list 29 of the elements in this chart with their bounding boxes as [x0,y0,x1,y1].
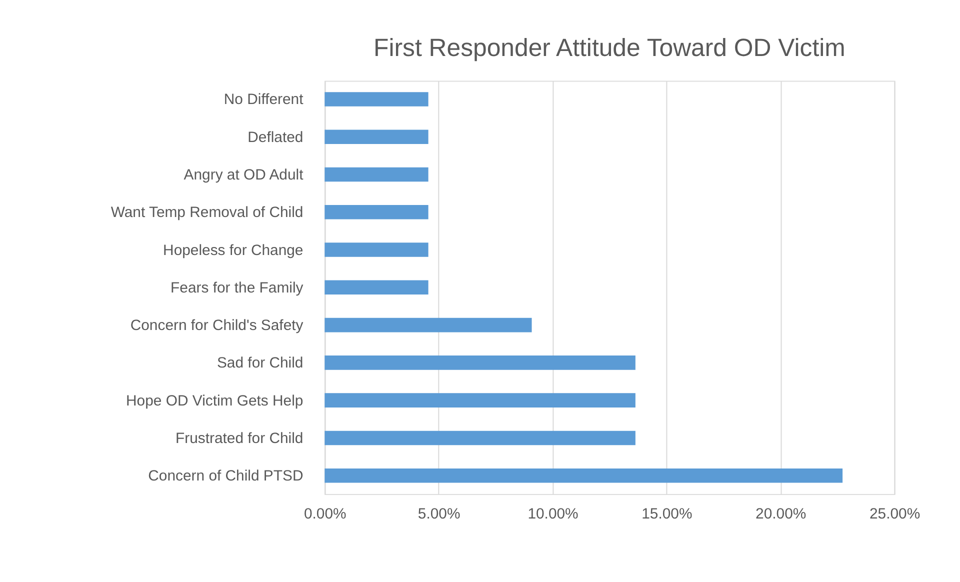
bar [324,393,636,408]
x-tick-label: 5.00% [418,505,460,522]
y-tick-label: Concern of Child PTSD [148,468,304,485]
y-tick-label: Want Temp Removal of Child [110,204,304,222]
x-tick-label: 0.00% [304,505,346,522]
x-tick-label: 25.00% [869,505,920,522]
bar [324,167,428,182]
y-tick-label: No Different [224,91,304,108]
bar [324,242,428,257]
y-tick-label: Hopeless for Change [163,242,304,259]
bar [324,356,636,370]
bar [324,430,636,446]
bar [324,92,428,106]
y-tick-label: Fears for the Family [170,279,304,296]
x-tick-label: 20.00% [756,505,806,522]
y-tick-label: Frustrated for Child [176,430,304,447]
bar [324,130,428,144]
bar [324,318,532,332]
x-tick-label: 15.00% [642,505,692,522]
y-tick-label: Sad for Child [216,354,304,372]
x-tick-label: 10.00% [528,505,578,522]
chart-title: First Responder Attitude Toward OD Victim [374,34,846,62]
y-tick-label: Deflated [248,128,304,146]
bar [324,468,843,483]
y-tick-label: Angry at OD Adult [184,166,304,184]
bar [324,204,428,220]
bar [324,280,428,295]
y-tick-label: Hope OD Victim Gets Help [126,392,304,410]
y-tick-label: Concern for Child's Safety [130,317,304,334]
